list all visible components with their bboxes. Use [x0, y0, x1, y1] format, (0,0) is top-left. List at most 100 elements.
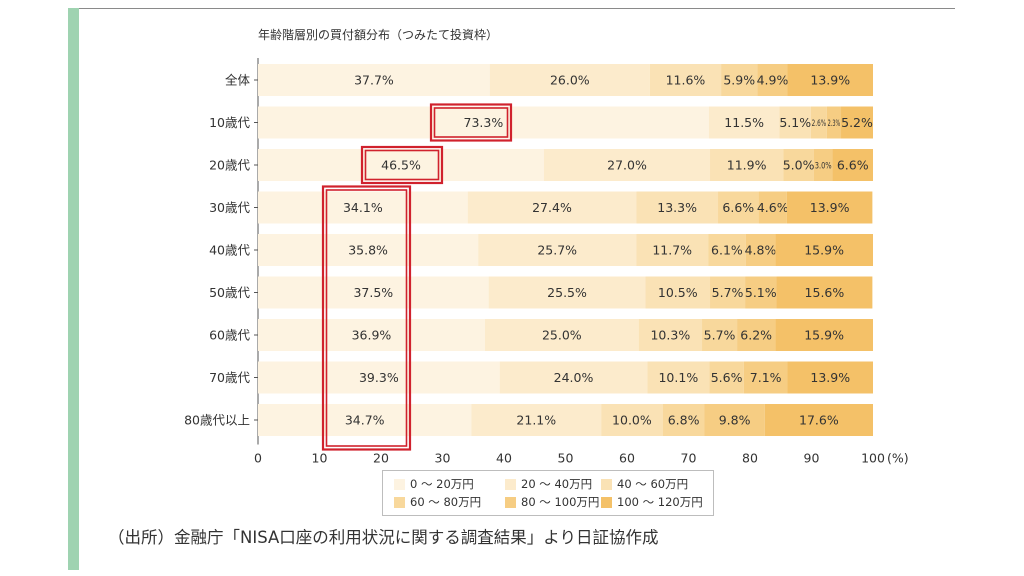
bar-segment [757, 64, 788, 96]
data-label: 5.7% [712, 285, 744, 300]
legend-swatch [394, 496, 405, 508]
bar-segment [779, 106, 811, 139]
data-label: 13.9% [810, 370, 850, 385]
bar-segment [745, 276, 777, 309]
legend-label: 80 ～ 100万円 [521, 495, 600, 509]
x-tick-label: 50 [558, 451, 574, 466]
bar-segment [467, 191, 637, 224]
bar-segment [601, 404, 663, 436]
data-label: 13.9% [810, 200, 850, 215]
bar-segment [758, 191, 787, 224]
data-label: 17.6% [799, 413, 839, 428]
data-label: 6.8% [668, 413, 700, 428]
legend-label: 40 ～ 60万円 [617, 477, 689, 491]
bar-segment [709, 361, 744, 394]
category-label: 80歳代以上 [184, 413, 250, 428]
bar-segment [258, 64, 490, 96]
bar-segment [810, 106, 827, 139]
legend-swatch [394, 478, 405, 490]
data-label: 10.3% [650, 328, 690, 343]
bar-segment [764, 404, 873, 436]
bar-segment [826, 106, 842, 139]
stacked-bar-chart: 全体 37.7% 26.0% 11.6% 5.9% 4.9% 13.9% 10歳代 73.3% 1… [184, 58, 909, 466]
x-tick-label: 10 [312, 451, 328, 466]
bar-segment [743, 361, 788, 394]
legend-label: 60 ～ 80万円 [410, 495, 482, 509]
data-label: 10.1% [658, 370, 698, 385]
data-label: 36.9% [352, 328, 392, 343]
bar-segment [258, 361, 500, 394]
data-label: 25.7% [537, 243, 577, 258]
chart-title: 年齢階層別の買付額分布（つみたて投資枠） [258, 28, 499, 42]
bar-segment [258, 319, 485, 351]
bar-segment [647, 361, 710, 394]
data-label: 26.0% [550, 73, 590, 88]
bar-segment [258, 404, 472, 436]
bar-segment [645, 276, 711, 309]
x-tick-label: 0 [254, 451, 262, 466]
data-label: 2.3% [828, 119, 841, 129]
legend-item-100-120: 100 ～ 120万円 [601, 494, 703, 510]
highlight-box-outer [360, 145, 444, 185]
bar-segment [489, 64, 650, 96]
bar-segment [721, 64, 758, 96]
data-label: 11.9% [727, 158, 767, 173]
bar-segment [718, 191, 759, 224]
legend-swatch [505, 478, 516, 490]
bar-segment [488, 276, 646, 309]
x-tick-label: 90 [804, 451, 820, 466]
legend-swatch [601, 496, 612, 508]
data-label: 6.1% [711, 243, 743, 258]
legend-label: 20 ～ 40万円 [521, 477, 593, 491]
bar-segment [841, 106, 873, 139]
bar-segment [638, 319, 703, 351]
bar-segment [258, 191, 468, 224]
bar-segment [775, 234, 873, 266]
legend-item-0-20: 0 ～ 20万円 [394, 476, 474, 492]
bar-segment [258, 276, 489, 309]
data-label: 27.0% [607, 158, 647, 173]
data-label: 3.0% [815, 162, 832, 172]
bar-segment [478, 234, 637, 266]
category-label: 10歳代 [209, 115, 250, 130]
bar-segment [484, 319, 639, 351]
data-label: 5.1% [745, 285, 777, 300]
category-label: 30歳代 [209, 200, 250, 215]
bar-segment [737, 319, 776, 351]
data-label: 5.2% [841, 115, 873, 130]
data-label: 4.9% [757, 73, 789, 88]
data-label: 21.1% [516, 413, 556, 428]
bar-segment [710, 149, 784, 181]
x-tick-label: 70 [681, 451, 697, 466]
bar-segment [258, 234, 479, 266]
x-tick-label: 40 [496, 451, 512, 466]
data-label: 4.8% [745, 243, 777, 258]
bar-segment [704, 404, 765, 436]
highlight-box-inner [433, 107, 509, 138]
bar-segment [710, 276, 746, 309]
category-label: 全体 [225, 73, 251, 88]
bar-segment [776, 276, 873, 309]
data-label: 10.0% [612, 413, 652, 428]
data-label: 2.6% [812, 119, 827, 129]
data-label: 5.7% [704, 328, 736, 343]
bar-segment [813, 149, 833, 181]
category-label: 50歳代 [209, 285, 250, 300]
data-label: 15.9% [804, 243, 844, 258]
x-unit-label: (%) [887, 451, 909, 466]
data-label: 37.7% [354, 73, 394, 88]
highlight-box-outer [429, 103, 513, 142]
bar-segment [787, 361, 873, 394]
data-label: 4.6% [757, 200, 789, 215]
bar-segment [258, 106, 709, 139]
data-label: 6.6% [837, 158, 869, 173]
data-label: 7.1% [750, 370, 782, 385]
data-label: 5.0% [783, 158, 815, 173]
bar-segment [745, 234, 776, 266]
bar-segment [775, 319, 873, 351]
bar-segment [832, 149, 873, 181]
bar-segment [543, 149, 711, 181]
data-label: 34.7% [345, 413, 385, 428]
legend-item-80-100: 80 ～ 100万円 [505, 494, 599, 510]
bar-segment [708, 106, 780, 139]
